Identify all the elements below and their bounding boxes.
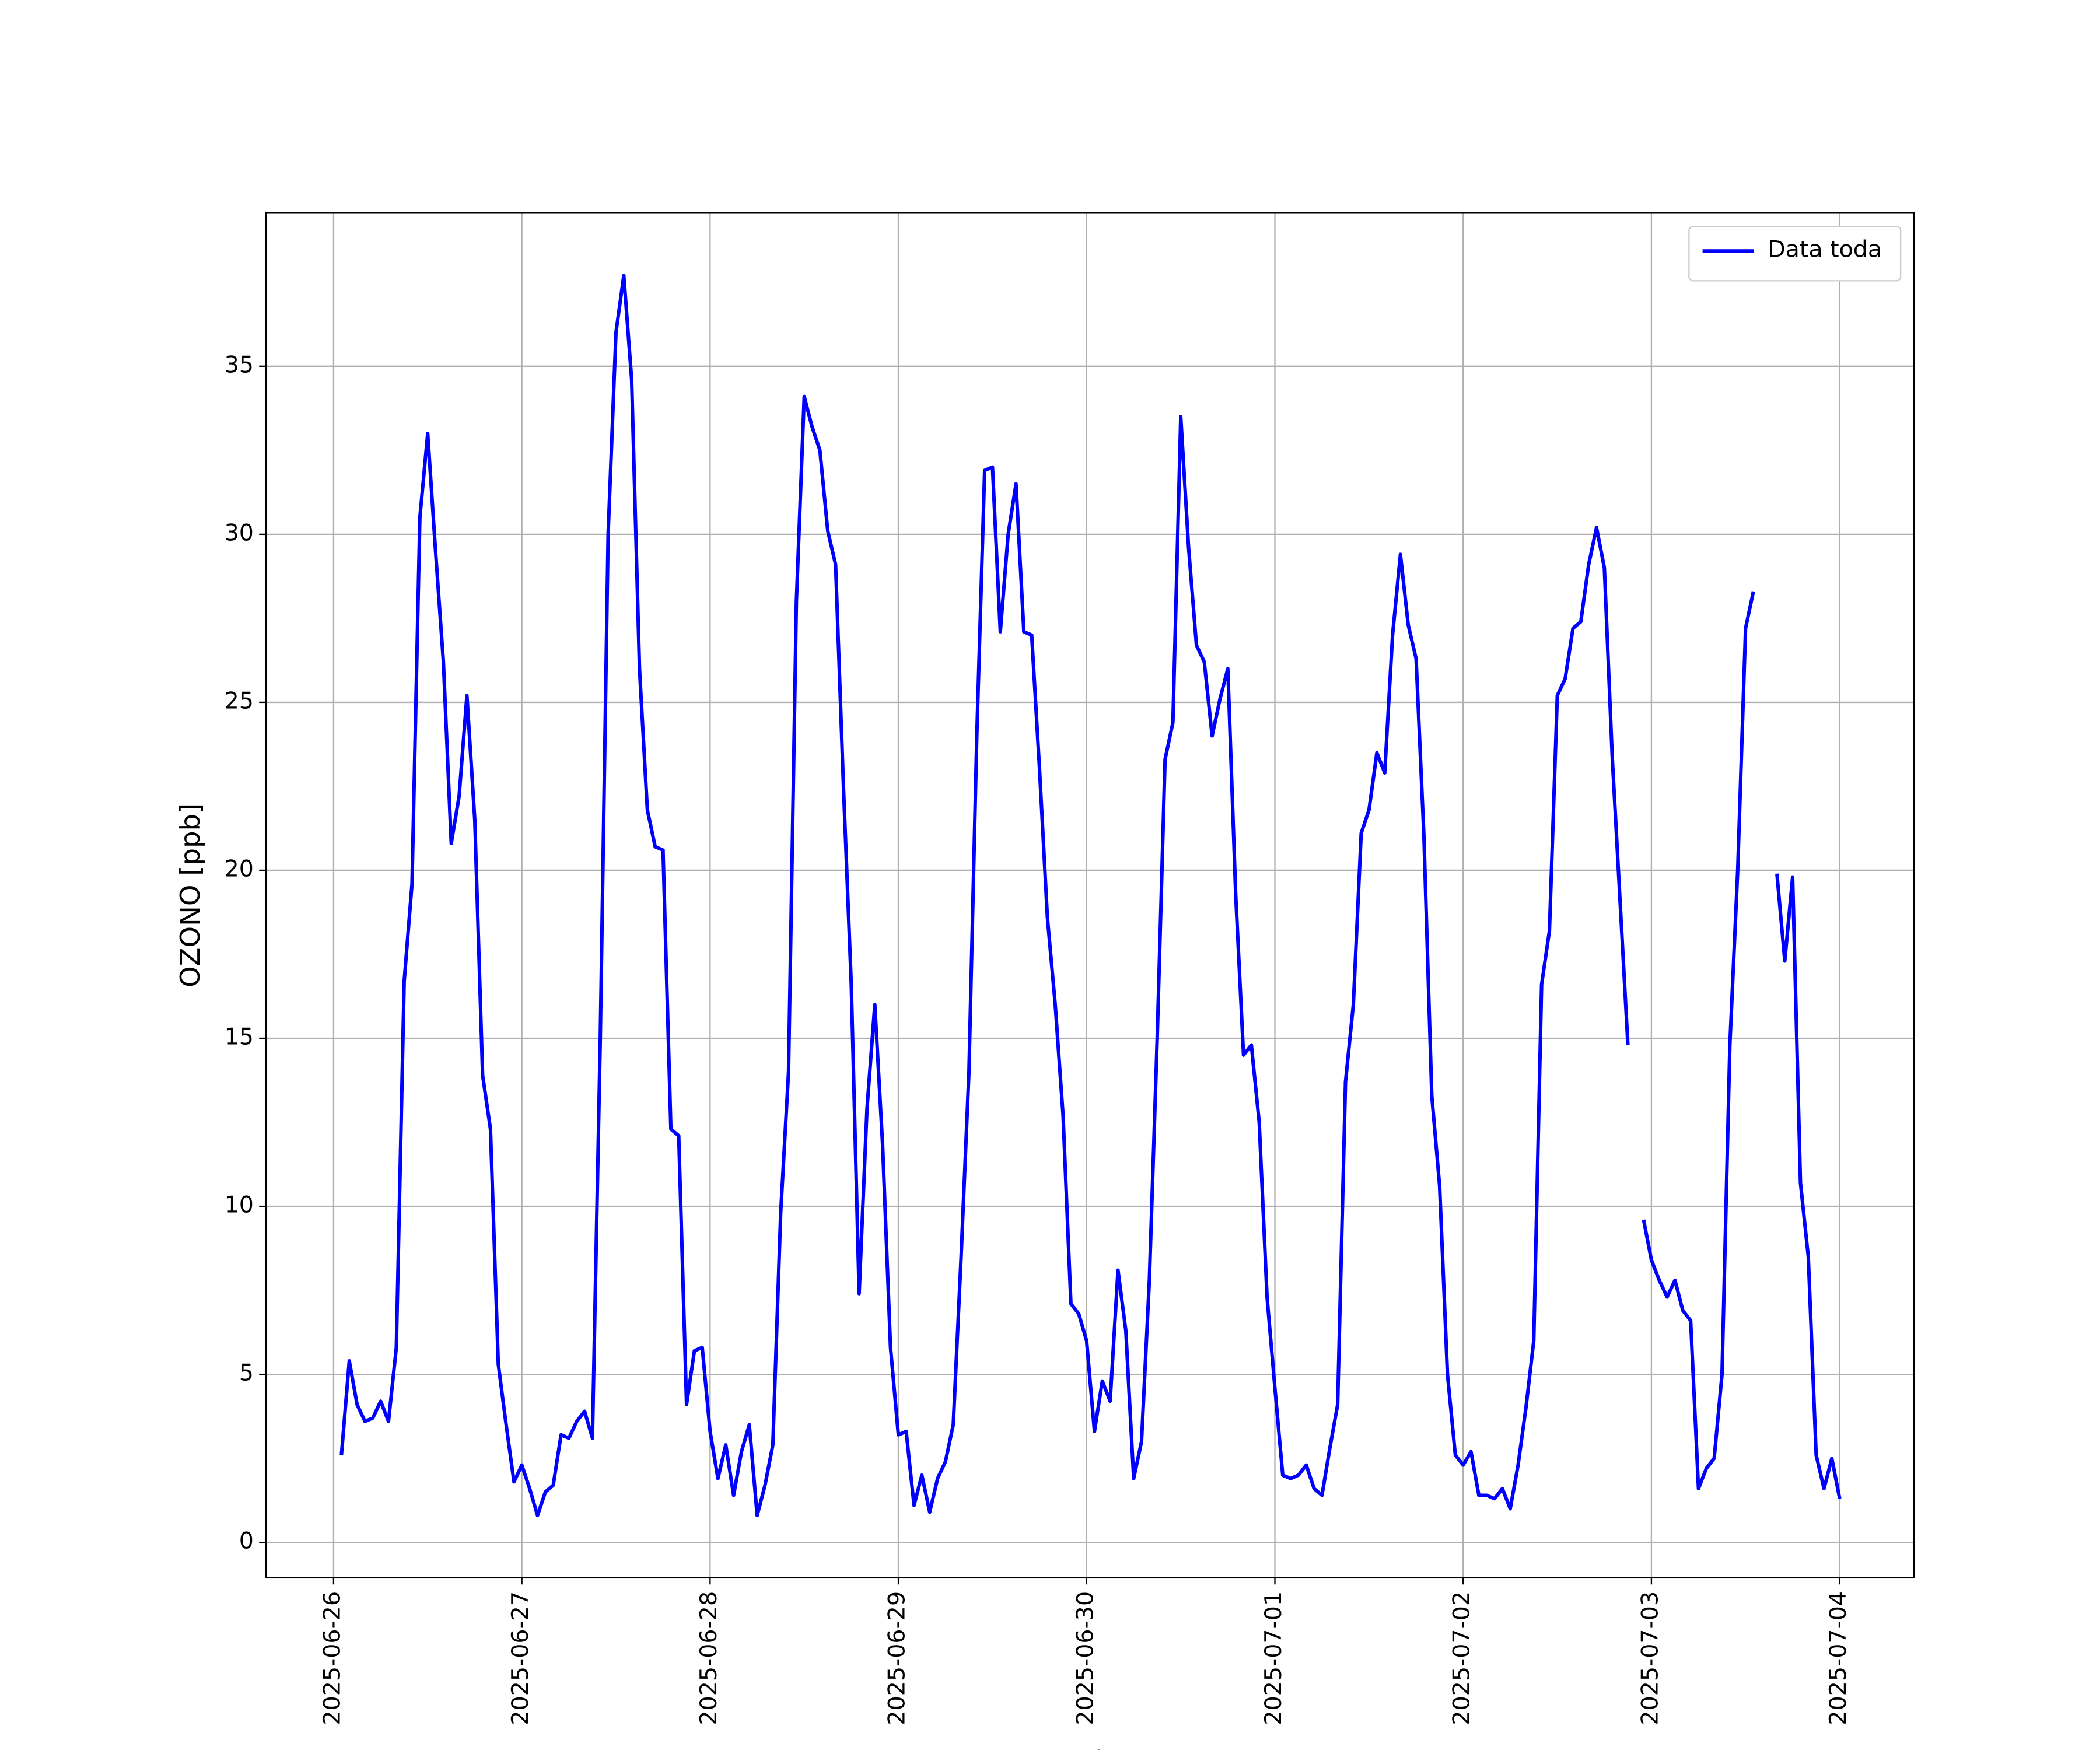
y-axis-label: OZONO [ppb] bbox=[174, 803, 206, 988]
legend: Data toda bbox=[1688, 226, 1902, 282]
y-tick-label: 5 bbox=[239, 1360, 254, 1387]
x-tick-label: 2025-07-02 bbox=[1448, 1591, 1475, 1726]
legend-box bbox=[1688, 226, 1902, 282]
x-tick-label: 2025-06-29 bbox=[884, 1591, 911, 1726]
y-tick-label: 25 bbox=[225, 687, 254, 714]
legend-label: Data toda bbox=[1768, 236, 1882, 263]
y-tick-label: 20 bbox=[225, 855, 254, 882]
x-tick-label: 2025-07-01 bbox=[1260, 1591, 1287, 1726]
x-axis-label: Fecha bbox=[1049, 1745, 1129, 1750]
y-tick-label: 15 bbox=[225, 1024, 254, 1051]
x-tick-label: 2025-06-30 bbox=[1072, 1591, 1098, 1726]
plot-frame bbox=[265, 212, 1915, 1579]
y-tick-label: 0 bbox=[239, 1528, 254, 1555]
x-tick-label: 2025-06-27 bbox=[507, 1591, 534, 1726]
y-tick-label: 30 bbox=[225, 519, 254, 546]
y-tick-label: 35 bbox=[225, 351, 254, 378]
x-tick-label: 2025-06-26 bbox=[318, 1591, 345, 1726]
x-tick-label: 2025-06-28 bbox=[695, 1591, 722, 1726]
x-tick-label: 2025-07-03 bbox=[1636, 1591, 1663, 1726]
x-tick-label: 2025-07-04 bbox=[1825, 1591, 1852, 1726]
data-line bbox=[340, 274, 1842, 1518]
y-tick-label: 10 bbox=[225, 1192, 254, 1219]
